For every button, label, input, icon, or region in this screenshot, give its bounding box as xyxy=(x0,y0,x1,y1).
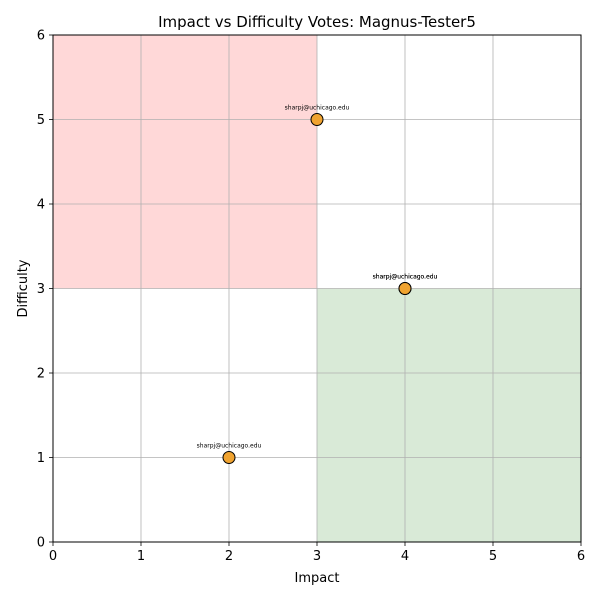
x-tick-label: 5 xyxy=(489,549,497,564)
data-point xyxy=(310,113,324,126)
data-point-label: sharpj@uchicago.edu xyxy=(285,105,350,112)
chart-title: Impact vs Difficulty Votes: Magnus-Teste… xyxy=(158,13,476,31)
y-tick-label: 4 xyxy=(37,198,45,213)
point-labels: sharpj@uchicago.edu sharpj@uchicago.edu sh… xyxy=(197,105,438,450)
x-tick-label: 4 xyxy=(401,549,409,564)
y-axis-label: Difficulty xyxy=(16,259,31,317)
x-tick-label: 1 xyxy=(137,549,145,564)
x-tick-label: 2 xyxy=(225,549,233,564)
y-tick-label: 6 xyxy=(37,29,45,44)
quadrant-regions xyxy=(53,35,581,542)
data-point-label: sharpj@uchicago.edu xyxy=(197,443,262,450)
data-point-label: sharpj@uchicago.edu xyxy=(373,274,438,281)
data-point xyxy=(222,451,236,464)
y-axis-ticks: 0 1 2 3 4 5 6 xyxy=(37,29,53,551)
x-axis-ticks: 0 1 2 3 4 5 6 xyxy=(49,542,585,564)
x-axis-label: Impact xyxy=(295,571,340,586)
data-point xyxy=(398,282,412,295)
y-tick-label: 3 xyxy=(37,282,45,297)
y-tick-label: 2 xyxy=(37,367,45,382)
y-tick-label: 5 xyxy=(37,113,45,128)
x-tick-label: 6 xyxy=(577,549,585,564)
shaded-region-1 xyxy=(53,35,317,289)
x-tick-label: 3 xyxy=(313,549,321,564)
data-points xyxy=(222,113,412,464)
data-point-label: sharpj@uchicago.edu xyxy=(373,274,438,281)
shaded-region-2 xyxy=(317,288,581,542)
y-tick-label: 1 xyxy=(37,451,45,466)
y-tick-label: 0 xyxy=(37,536,45,551)
x-tick-label: 0 xyxy=(49,549,57,564)
